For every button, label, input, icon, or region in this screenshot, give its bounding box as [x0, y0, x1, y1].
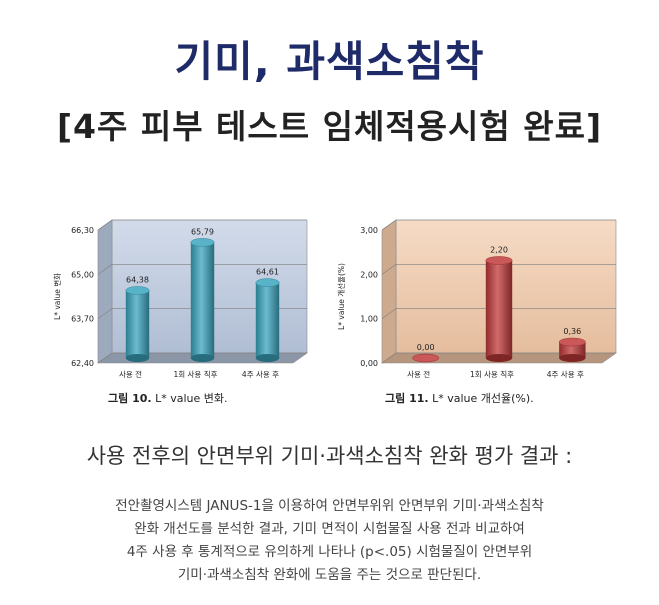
y-tick-label: 0,00: [360, 359, 378, 368]
y-tick-label: 62,40: [71, 359, 94, 368]
y-tick-label: 3,00: [360, 226, 378, 235]
x-tick-label: 사용 전: [407, 369, 430, 379]
description-line: 완화 개선도를 분석한 결과, 기미 면적이 시험물질 사용 전과 비교하여: [134, 521, 525, 537]
y-tick-label: 2,00: [360, 270, 378, 279]
chart-lvalue-change: 62,40 63,70 65,00 66,30 L* value 변화 64,38 사용 전…: [53, 219, 308, 379]
chart-lvalue-improvement: 0,00 1,00 2,00 3,00 L* value 개선율(%) 0,00 사용 전 2…: [336, 219, 617, 379]
description-line: 기미·과색소침착 완화에 도움을 주는 것으로 판단된다.: [177, 567, 482, 583]
gridline: [97, 264, 307, 275]
chart-caption-1: 그림 10. L* value 변화.: [108, 390, 227, 406]
caption-text-2: L* value 개선율(%).: [432, 392, 534, 405]
data-label: 0,00: [417, 343, 435, 352]
gridline: [381, 352, 616, 364]
x-tick-label: 1회 사용 직후: [173, 369, 217, 379]
bar: [255, 278, 280, 362]
x-tick-label: 4주 사용 후: [242, 370, 279, 379]
gridline: [381, 219, 616, 231]
x-tick-label: 사용 전: [119, 369, 142, 379]
data-label: 0,36: [563, 327, 581, 336]
y-axis-label: L* value 변화: [53, 273, 62, 320]
summary-title: 사용 전후의 안면부위 기미·과색소침착 완화 평가 결과 :: [86, 444, 573, 468]
y-tick-label: 65,00: [71, 270, 94, 279]
page-title: 기미, 과색소침착: [174, 37, 485, 86]
x-tick-label: 4주 사용 후: [547, 370, 584, 379]
bar: [190, 238, 215, 362]
bar: [412, 353, 440, 363]
chart-side-wall: [97, 219, 113, 364]
page-subtitle: [4주 피부 테스트 임체적용시험 완료]: [56, 107, 603, 146]
x-tick-label: 1회 사용 직후: [470, 369, 514, 379]
gridline: [97, 352, 307, 364]
gridline: [97, 219, 307, 231]
y-tick-label: 66,30: [71, 226, 94, 235]
caption-label-1: 그림 10.: [108, 392, 152, 405]
gridline: [381, 264, 616, 275]
y-tick-label: 1,00: [360, 315, 378, 324]
y-axis-label: L* value 개선율(%): [336, 263, 346, 330]
chart-caption-2: 그림 11. L* value 개선율(%).: [385, 390, 534, 406]
data-label: 2,20: [490, 245, 508, 254]
chart-side-wall: [381, 219, 397, 364]
gridline: [381, 308, 616, 319]
data-label: 64,38: [126, 275, 149, 284]
bar: [125, 286, 150, 362]
data-label: 64,61: [256, 268, 279, 277]
caption-text-1: L* value 변화.: [155, 392, 228, 405]
description-line: 전안촬영시스템 JANUS-1을 이용하여 안면부위위 안면부위 기미·과색소침…: [115, 498, 544, 514]
data-label: 65,79: [191, 227, 214, 236]
y-tick-label: 63,70: [71, 315, 94, 324]
caption-label-2: 그림 11.: [385, 392, 429, 405]
description: 전안촬영시스템 JANUS-1을 이용하여 안면부위위 안면부위 기미·과색소침…: [40, 495, 619, 587]
description-line: 4주 사용 후 통계적으로 유의하게 나타나 (p<.05) 시험물질이 안면부…: [126, 544, 533, 560]
gridline: [97, 308, 307, 319]
bar: [485, 256, 513, 362]
bar: [558, 337, 586, 362]
